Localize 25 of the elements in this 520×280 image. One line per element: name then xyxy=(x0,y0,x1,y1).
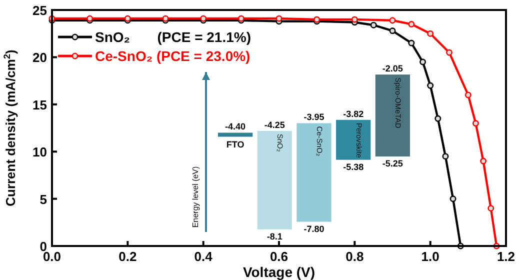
y-tick-label: 10 xyxy=(32,144,47,160)
x-tick-label: 0.2 xyxy=(118,249,137,264)
data-label: -4.25 xyxy=(264,120,285,130)
data-label: -3.95 xyxy=(304,112,324,122)
x-tick-label: 1.0 xyxy=(421,249,440,264)
data-label: -7.80 xyxy=(304,224,324,234)
y-tick-label: 25 xyxy=(32,3,47,18)
data-label: -5.38 xyxy=(343,162,364,172)
y-tick-label: 15 xyxy=(32,97,47,112)
legend-label: Ce-SnO₂ (PCE = 23.0%) xyxy=(95,48,250,64)
x-tick-label: 0.8 xyxy=(346,249,364,264)
x-tick-label: 0.4 xyxy=(194,249,214,264)
data-label: -3.82 xyxy=(343,108,364,119)
y-tick-label: 5 xyxy=(40,192,47,207)
data-label: -8.1 xyxy=(266,231,282,242)
y-tick-label: 20 xyxy=(32,50,47,66)
data-label: -2.05 xyxy=(382,64,403,74)
data-label: -4.40 xyxy=(225,122,246,132)
x-tick-label: 0.6 xyxy=(270,249,288,264)
x-axis-title: Voltage (V) xyxy=(242,264,316,280)
x-tick-label: 1.2 xyxy=(496,249,516,264)
text: Energy level (eV) xyxy=(191,166,200,228)
legend-label: SnO₂ (PCE = 21.1%) xyxy=(95,29,251,45)
data-label: -5.25 xyxy=(382,158,403,168)
category-label: FTO xyxy=(226,140,244,150)
